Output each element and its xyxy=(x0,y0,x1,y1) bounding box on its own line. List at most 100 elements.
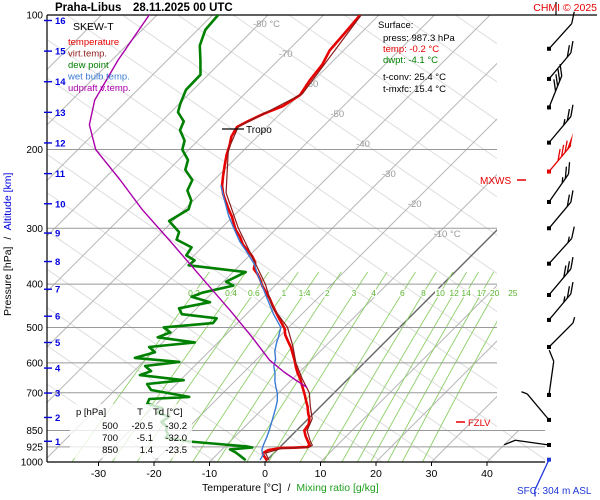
wind-barb-full xyxy=(564,140,568,153)
wind-barb-staff xyxy=(548,23,573,50)
isotherm-line xyxy=(209,15,545,462)
wind-barb xyxy=(547,104,574,145)
table-cell: -30.2 xyxy=(165,421,187,432)
wind-barb-staff xyxy=(548,268,572,296)
tropo-label: Tropo xyxy=(246,125,272,136)
altitude-tick-label: 5 xyxy=(55,338,61,349)
isotherm-line xyxy=(375,15,545,462)
wind-barb xyxy=(547,281,574,322)
wind-barb xyxy=(547,349,555,397)
dry-adiabat-line xyxy=(344,15,545,462)
table-cell: -20.5 xyxy=(131,421,153,432)
temp-tick-label: 40 xyxy=(481,468,493,480)
wind-barb-full xyxy=(553,79,557,92)
altitude-tick-label: 14 xyxy=(55,77,66,88)
diagram-type-label: SKEW-T xyxy=(73,21,114,33)
temp-tick-label: 30 xyxy=(426,468,438,480)
mixing-ratio-label: 1 xyxy=(282,288,287,298)
altitude-tick-label: 2 xyxy=(55,413,60,424)
mixing-ratio-label: 0.4 xyxy=(225,288,237,298)
dry-adiabat-line xyxy=(47,15,327,462)
wind-barb-full xyxy=(570,281,574,294)
wind-barb-full xyxy=(567,162,571,175)
isotherm-line xyxy=(47,15,435,462)
wind-barb-staff xyxy=(548,173,570,203)
wind-barb-staff xyxy=(548,201,572,229)
isotherm-label: -70 xyxy=(279,49,293,60)
isotherm-label: -10 °C xyxy=(434,229,461,240)
isotherm-line xyxy=(47,15,491,462)
mixing-ratio-label: 20 xyxy=(490,288,500,298)
isotherm-label: -20 xyxy=(408,199,422,210)
pressure-tick-label: 700 xyxy=(26,388,43,399)
mixing-ratio-label: 2 xyxy=(325,288,330,298)
wind-barb-full xyxy=(570,190,574,203)
table-cell: -32.0 xyxy=(165,433,187,444)
wind-barb xyxy=(547,190,574,231)
table-cell: 1.4 xyxy=(140,445,153,456)
altitude-tick-label: 9 xyxy=(55,229,60,240)
wind-barb-staff xyxy=(548,75,563,108)
altitude-tick-label: 16 xyxy=(55,16,66,27)
table-header-p: p [hPa] xyxy=(76,407,106,418)
isotherm-line xyxy=(264,15,545,462)
x-axis-label-temperature: Temperature [°C] xyxy=(202,482,282,494)
wind-barb-full xyxy=(570,104,574,117)
table-header-td: Td [°C] xyxy=(153,407,183,418)
dry-adiabat-line xyxy=(233,15,545,462)
temp-tick-label: -20 xyxy=(146,468,161,480)
wind-barb-staff xyxy=(534,459,550,491)
dry-adiabat-line xyxy=(66,15,545,462)
table-cell: -23.5 xyxy=(165,445,187,456)
wind-barb-column xyxy=(503,11,576,497)
wind-barb-staff xyxy=(515,439,550,446)
pressure-tick-label: 300 xyxy=(26,224,43,235)
altitude-tick-label: 13 xyxy=(55,108,66,119)
wind-barb xyxy=(547,226,575,266)
wind-barb-staff xyxy=(548,322,574,348)
levels-table: p [hPa] T Td [°C] 500 -20.5 -30.2 700 -5… xyxy=(70,404,192,458)
dry-adiabat-line xyxy=(47,15,494,462)
mixing-ratio-line xyxy=(387,271,495,462)
pressure-tick-label: 925 xyxy=(26,442,43,453)
y-axis-label: Pressure [hPa] / Altitude [km] xyxy=(2,173,14,316)
wind-barb-full xyxy=(571,11,575,24)
altitude-tick-label: 1 xyxy=(55,437,61,448)
wind-barb-full xyxy=(503,439,516,446)
wind-barb xyxy=(547,256,574,297)
dry-adiabat-line xyxy=(510,15,545,462)
mixing-ratio-label: 10 xyxy=(435,288,445,298)
dry-adiabat-line xyxy=(47,15,545,462)
wind-barb xyxy=(547,316,576,349)
surface-tconv: t-conv: 25.4 °C xyxy=(383,72,446,83)
wind-barb xyxy=(547,162,571,204)
wind-barb-full xyxy=(557,148,561,161)
mixing-ratio-line xyxy=(268,271,388,462)
wind-barb xyxy=(547,63,563,110)
mxws-label: MXWS xyxy=(480,176,511,187)
tropopause-marker: Tropo xyxy=(222,125,272,136)
mixing-ratio-line xyxy=(422,271,525,462)
dry-adiabat-line xyxy=(47,15,545,462)
table-header-t: T xyxy=(137,407,143,418)
sounding-datetime: 28.11.2025 00 UTC xyxy=(133,2,233,14)
table-cell: 850 xyxy=(102,445,118,456)
dry-adiabat-line xyxy=(47,15,383,462)
wind-barb-pennant xyxy=(566,132,574,151)
isotherm-labels: -80 °C -70 -60 -50 -40 -30 -20 -10 °C xyxy=(253,19,461,240)
wind-barb-half xyxy=(563,119,566,126)
y-axis-label-separator: / xyxy=(2,234,14,242)
wind-barb-full xyxy=(566,108,571,121)
wind-barb-full xyxy=(555,74,559,87)
pressure-tick-label: 600 xyxy=(26,358,43,369)
dry-adiabat-line xyxy=(47,15,545,462)
isotherm-label: -60 xyxy=(305,79,319,90)
wind-barb-full xyxy=(570,40,574,53)
mixing-ratio-label: 14 xyxy=(461,288,471,298)
wind-barb-full xyxy=(571,226,575,239)
legend-item-temperature: temperature xyxy=(68,37,119,48)
station-elevation-label: SFC: 304 m ASL xyxy=(517,486,592,497)
legend: temperature virt.temp. dew point wet bul… xyxy=(67,37,131,94)
axis-ticks: 1002003004005006007008509251000123456789… xyxy=(21,11,493,481)
